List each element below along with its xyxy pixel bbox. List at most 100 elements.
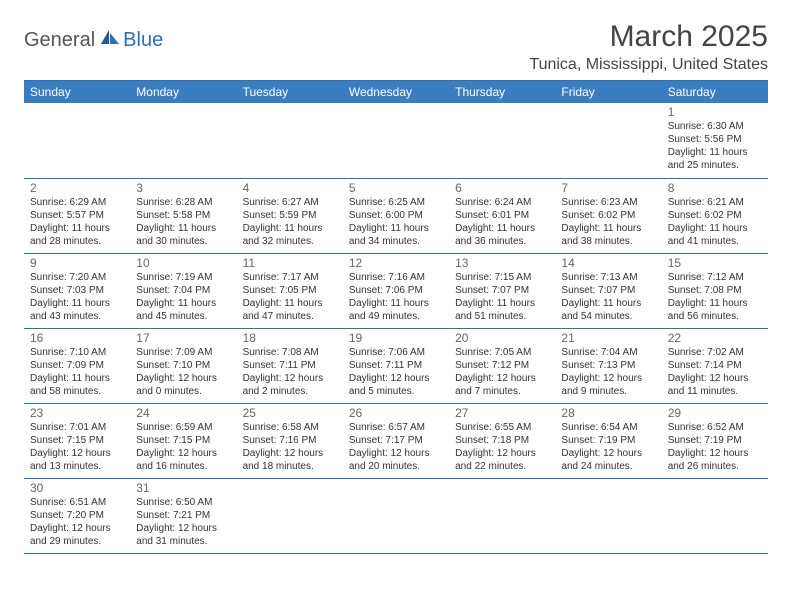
calendar-day: 23Sunrise: 7:01 AMSunset: 7:15 PMDayligh… [24,403,130,478]
calendar-empty [449,103,555,178]
day-number: 6 [455,181,549,195]
calendar-day: 30Sunrise: 6:51 AMSunset: 7:20 PMDayligh… [24,478,130,553]
day-info: Sunrise: 6:59 AMSunset: 7:15 PMDaylight:… [136,421,230,473]
day-info: Sunrise: 7:04 AMSunset: 7:13 PMDaylight:… [561,346,655,398]
calendar-day: 29Sunrise: 6:52 AMSunset: 7:19 PMDayligh… [662,403,768,478]
day-number: 1 [668,105,762,119]
day-number: 14 [561,256,655,270]
calendar-empty [343,103,449,178]
day-info: Sunrise: 7:01 AMSunset: 7:15 PMDaylight:… [30,421,124,473]
calendar-day: 15Sunrise: 7:12 AMSunset: 7:08 PMDayligh… [662,253,768,328]
day-number: 10 [136,256,230,270]
day-number: 27 [455,406,549,420]
calendar-body: 1Sunrise: 6:30 AMSunset: 5:56 PMDaylight… [24,103,768,553]
day-number: 7 [561,181,655,195]
calendar-day: 21Sunrise: 7:04 AMSunset: 7:13 PMDayligh… [555,328,661,403]
day-info: Sunrise: 7:08 AMSunset: 7:11 PMDaylight:… [243,346,337,398]
day-info: Sunrise: 7:20 AMSunset: 7:03 PMDaylight:… [30,271,124,323]
day-number: 22 [668,331,762,345]
day-number: 31 [136,481,230,495]
header: General Blue March 2025 Tunica, Mississi… [24,20,768,74]
day-info: Sunrise: 6:27 AMSunset: 5:59 PMDaylight:… [243,196,337,248]
day-header: Monday [130,81,236,103]
calendar-empty [130,103,236,178]
day-number: 19 [349,331,443,345]
day-info: Sunrise: 7:10 AMSunset: 7:09 PMDaylight:… [30,346,124,398]
calendar-head: SundayMondayTuesdayWednesdayThursdayFrid… [24,81,768,103]
calendar-empty [24,103,130,178]
calendar-day: 9Sunrise: 7:20 AMSunset: 7:03 PMDaylight… [24,253,130,328]
calendar-day: 14Sunrise: 7:13 AMSunset: 7:07 PMDayligh… [555,253,661,328]
day-info: Sunrise: 6:28 AMSunset: 5:58 PMDaylight:… [136,196,230,248]
day-number: 12 [349,256,443,270]
day-info: Sunrise: 6:55 AMSunset: 7:18 PMDaylight:… [455,421,549,473]
day-number: 15 [668,256,762,270]
day-info: Sunrise: 6:29 AMSunset: 5:57 PMDaylight:… [30,196,124,248]
calendar-day: 26Sunrise: 6:57 AMSunset: 7:17 PMDayligh… [343,403,449,478]
logo: General Blue [24,28,163,53]
calendar-week: 30Sunrise: 6:51 AMSunset: 7:20 PMDayligh… [24,478,768,553]
calendar-empty [449,478,555,553]
day-info: Sunrise: 7:02 AMSunset: 7:14 PMDaylight:… [668,346,762,398]
calendar-empty [662,478,768,553]
title-block: March 2025 Tunica, Mississippi, United S… [529,20,768,74]
day-number: 9 [30,256,124,270]
calendar-empty [555,103,661,178]
calendar-day: 28Sunrise: 6:54 AMSunset: 7:19 PMDayligh… [555,403,661,478]
calendar-empty [555,478,661,553]
calendar-day: 20Sunrise: 7:05 AMSunset: 7:12 PMDayligh… [449,328,555,403]
calendar-day: 4Sunrise: 6:27 AMSunset: 5:59 PMDaylight… [237,178,343,253]
day-header: Tuesday [237,81,343,103]
calendar-day: 8Sunrise: 6:21 AMSunset: 6:02 PMDaylight… [662,178,768,253]
day-info: Sunrise: 7:16 AMSunset: 7:06 PMDaylight:… [349,271,443,323]
calendar-day: 16Sunrise: 7:10 AMSunset: 7:09 PMDayligh… [24,328,130,403]
day-info: Sunrise: 6:58 AMSunset: 7:16 PMDaylight:… [243,421,337,473]
logo-text-general: General [24,29,95,52]
day-number: 3 [136,181,230,195]
calendar-day: 2Sunrise: 6:29 AMSunset: 5:57 PMDaylight… [24,178,130,253]
calendar-empty [237,103,343,178]
month-title: March 2025 [529,20,768,54]
day-info: Sunrise: 6:57 AMSunset: 7:17 PMDaylight:… [349,421,443,473]
location-text: Tunica, Mississippi, United States [529,56,768,74]
day-info: Sunrise: 7:15 AMSunset: 7:07 PMDaylight:… [455,271,549,323]
day-info: Sunrise: 6:52 AMSunset: 7:19 PMDaylight:… [668,421,762,473]
calendar-day: 19Sunrise: 7:06 AMSunset: 7:11 PMDayligh… [343,328,449,403]
calendar-day: 11Sunrise: 7:17 AMSunset: 7:05 PMDayligh… [237,253,343,328]
calendar-day: 27Sunrise: 6:55 AMSunset: 7:18 PMDayligh… [449,403,555,478]
day-info: Sunrise: 6:51 AMSunset: 7:20 PMDaylight:… [30,496,124,548]
calendar-empty [237,478,343,553]
day-info: Sunrise: 6:21 AMSunset: 6:02 PMDaylight:… [668,196,762,248]
day-info: Sunrise: 7:06 AMSunset: 7:11 PMDaylight:… [349,346,443,398]
day-number: 23 [30,406,124,420]
calendar-week: 16Sunrise: 7:10 AMSunset: 7:09 PMDayligh… [24,328,768,403]
day-info: Sunrise: 7:12 AMSunset: 7:08 PMDaylight:… [668,271,762,323]
day-number: 13 [455,256,549,270]
calendar-day: 12Sunrise: 7:16 AMSunset: 7:06 PMDayligh… [343,253,449,328]
calendar-day: 17Sunrise: 7:09 AMSunset: 7:10 PMDayligh… [130,328,236,403]
calendar-day: 10Sunrise: 7:19 AMSunset: 7:04 PMDayligh… [130,253,236,328]
day-number: 2 [30,181,124,195]
day-info: Sunrise: 6:30 AMSunset: 5:56 PMDaylight:… [668,120,762,172]
day-header: Friday [555,81,661,103]
day-number: 17 [136,331,230,345]
calendar-empty [343,478,449,553]
day-number: 28 [561,406,655,420]
day-number: 5 [349,181,443,195]
day-number: 30 [30,481,124,495]
day-info: Sunrise: 6:24 AMSunset: 6:01 PMDaylight:… [455,196,549,248]
calendar-day: 5Sunrise: 6:25 AMSunset: 6:00 PMDaylight… [343,178,449,253]
day-number: 11 [243,256,337,270]
logo-text-blue: Blue [123,29,163,52]
day-number: 20 [455,331,549,345]
calendar-day: 31Sunrise: 6:50 AMSunset: 7:21 PMDayligh… [130,478,236,553]
calendar-day: 6Sunrise: 6:24 AMSunset: 6:01 PMDaylight… [449,178,555,253]
calendar-week: 1Sunrise: 6:30 AMSunset: 5:56 PMDaylight… [24,103,768,178]
day-number: 29 [668,406,762,420]
day-info: Sunrise: 7:13 AMSunset: 7:07 PMDaylight:… [561,271,655,323]
day-number: 26 [349,406,443,420]
calendar-day: 18Sunrise: 7:08 AMSunset: 7:11 PMDayligh… [237,328,343,403]
day-info: Sunrise: 7:09 AMSunset: 7:10 PMDaylight:… [136,346,230,398]
day-info: Sunrise: 7:05 AMSunset: 7:12 PMDaylight:… [455,346,549,398]
calendar-day: 7Sunrise: 6:23 AMSunset: 6:02 PMDaylight… [555,178,661,253]
